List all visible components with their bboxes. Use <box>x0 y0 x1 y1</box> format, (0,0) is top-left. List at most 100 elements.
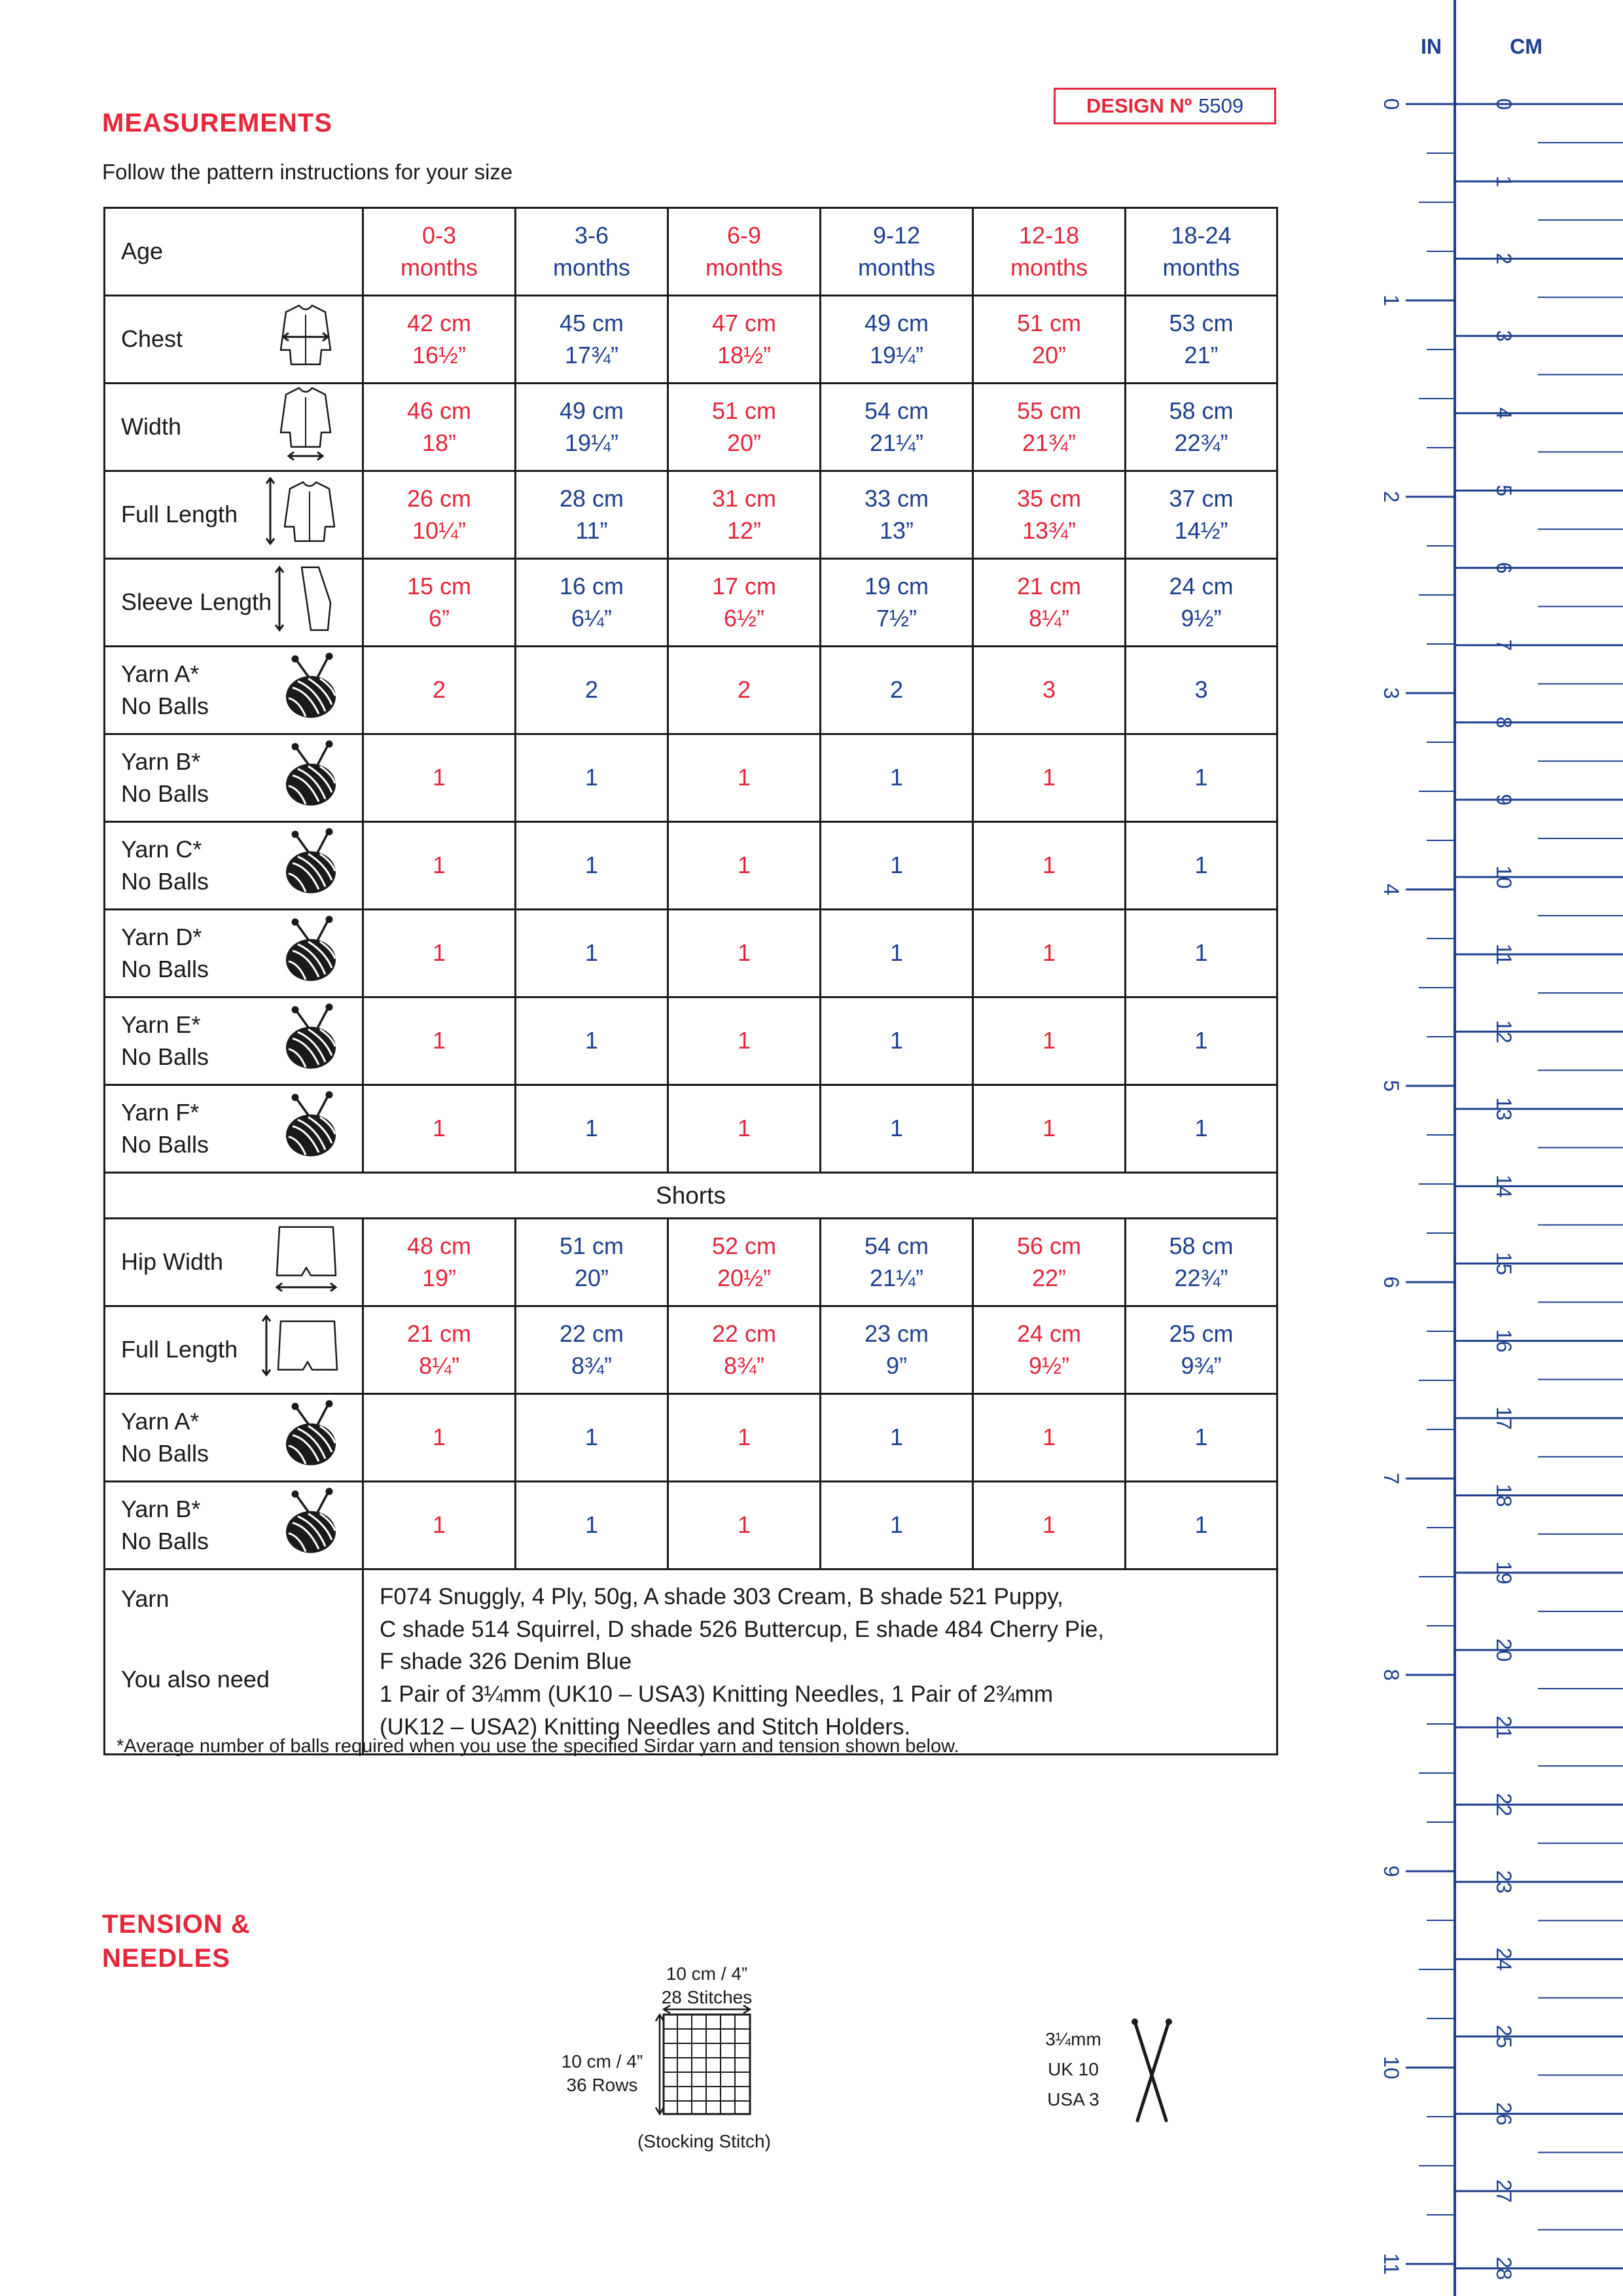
value-line: 20” <box>1031 341 1067 368</box>
row-label: Hip Width <box>103 1217 364 1307</box>
value-line: 51 cm <box>711 397 777 424</box>
value-line: 1 <box>432 852 446 879</box>
size-header: 6-9 months <box>667 207 821 296</box>
value-line: 1 <box>1194 939 1208 967</box>
value-line: 21 cm <box>1016 572 1082 600</box>
value-cell: 21 cm 8¼” <box>362 1305 516 1395</box>
value-cell: 1 <box>819 1393 974 1482</box>
value-line: 1 <box>1042 1424 1056 1451</box>
value-cell: 22 cm 8¾” <box>667 1305 821 1395</box>
value-cell: 1 <box>819 1084 974 1174</box>
value-cell: 58 cm 22¾” <box>1124 382 1278 472</box>
value-line: 1 <box>889 939 904 967</box>
value-line: 1 <box>889 1424 904 1451</box>
value-line: 22¾” <box>1174 429 1228 456</box>
value-line: 1 <box>584 1511 599 1539</box>
value-line: 22” <box>1031 1264 1067 1291</box>
knitting-needles-icon <box>1132 2018 1172 2123</box>
value-line: 1 <box>737 1027 751 1054</box>
ruler-tick-label: 7 <box>1380 1473 1403 1484</box>
value-cell: 24 cm 9½” <box>972 1305 1126 1395</box>
value-cell: 53 cm 21” <box>1124 295 1278 384</box>
row-label-line: Full Length <box>121 501 238 528</box>
row-label: Yarn B* No Balls <box>103 1480 364 1570</box>
design-label: DESIGN Nº <box>1086 94 1192 117</box>
value-line: 6” <box>428 604 450 632</box>
value-line: 2 <box>737 676 751 704</box>
table-row: Hip Width 48 cm 19” 51 cm 20” 52 cm 20½” 54 cm 2… <box>103 1217 1278 1307</box>
value-cell: 49 cm 19¼” <box>514 382 669 472</box>
value-line: 11” <box>575 516 608 544</box>
shorts-length-icon <box>257 1312 342 1388</box>
size-range: 18-24 <box>1171 221 1232 249</box>
ruler-tick-label: 8 <box>1492 717 1516 728</box>
size-header: 12-18 months <box>972 207 1126 296</box>
ruler-tick-label: 25 <box>1492 2025 1516 2049</box>
value-line: 20” <box>574 1264 609 1291</box>
table-row: Yarn You also need F074 Snuggly, 4 Ply, 50… <box>103 1568 1278 1756</box>
value-cell: 1 <box>514 1084 669 1174</box>
stitch-type-label: (Stocking Stitch) <box>637 2131 771 2151</box>
value-cell: 1 <box>819 996 974 1086</box>
value-line: 48 cm <box>406 1232 472 1259</box>
also-need-label: You also need <box>121 1665 270 1693</box>
design-number: 5509 <box>1198 94 1244 117</box>
value-line: 1 <box>737 852 751 879</box>
value-cell: 19 cm 7½” <box>819 558 974 647</box>
row-label-line: No Balls <box>121 1439 209 1467</box>
value-line: 8¼” <box>1028 604 1070 632</box>
row-label-line: No Balls <box>121 1043 209 1070</box>
value-line: 1 <box>432 1115 446 1142</box>
sleeve-length-icon <box>270 562 342 643</box>
value-cell: 1 <box>972 996 1126 1086</box>
value-line: 1 <box>1042 1115 1056 1142</box>
value-cell: 1 <box>1124 1393 1278 1482</box>
value-cell: 33 cm 13” <box>819 470 974 560</box>
size-range: 0-3 <box>421 221 457 249</box>
value-cell: 1 <box>972 733 1126 823</box>
value-line: 1 <box>432 1424 446 1451</box>
tension-grid-icon <box>654 2004 752 2116</box>
ruler-tick-label: 1 <box>1492 175 1516 187</box>
value-cell: 49 cm 19¼” <box>819 295 974 384</box>
value-line: 21¼” <box>869 1264 924 1291</box>
value-cell: 1 <box>972 821 1126 910</box>
value-line: 2 <box>432 676 446 704</box>
ruler-tick-label: 22 <box>1492 1793 1516 1816</box>
table-row: Chest 42 cm 16½” 45 cm 17¾” 47 cm 18½” 49 cm 19¼… <box>103 295 1278 384</box>
value-cell: 1 <box>667 1393 821 1482</box>
value-line: 21 cm <box>406 1319 472 1347</box>
value-cell: 1 <box>972 1480 1126 1570</box>
value-line: 25 cm <box>1169 1319 1234 1347</box>
row-label-line: Yarn B* <box>121 747 201 775</box>
value-cell: 45 cm 17¾” <box>514 295 669 384</box>
value-cell: 23 cm 9” <box>819 1305 974 1395</box>
value-line: 1 <box>1042 852 1056 879</box>
ruler-tick-label: 10 <box>1492 865 1516 889</box>
size-unit: months <box>705 253 783 281</box>
yarn-ball-icon <box>279 740 342 816</box>
row-label: Full Length <box>103 1305 364 1395</box>
row-label: Yarn D* No Balls <box>103 908 364 998</box>
value-cell: 51 cm 20” <box>514 1217 669 1307</box>
value-cell: 15 cm 6” <box>362 558 516 647</box>
value-line: 1 <box>737 1511 751 1539</box>
value-line: 9½” <box>1181 604 1222 632</box>
value-line: 3 <box>1042 676 1056 704</box>
yarn-description: F074 Snuggly, 4 Ply, 50g, A shade 303 Cr… <box>362 1568 1278 1756</box>
value-line: 8¼” <box>418 1352 460 1379</box>
value-cell: 21 cm 8¼” <box>972 558 1126 647</box>
value-line: 26 cm <box>406 484 472 512</box>
tension-height-label: 10 cm / 4” <box>561 2051 643 2072</box>
cardigan-length-icon <box>261 473 342 557</box>
value-cell: 3 <box>1124 645 1278 735</box>
value-line: 15 cm <box>406 572 472 600</box>
value-cell: 1 <box>514 733 669 823</box>
value-cell: 24 cm 9½” <box>1124 558 1278 647</box>
value-line: 1 <box>737 1424 751 1451</box>
row-label-line: No Balls <box>121 692 209 719</box>
value-line: 3 <box>1194 676 1208 704</box>
value-line: 33 cm <box>864 484 929 512</box>
value-line: 13¾” <box>1022 516 1077 544</box>
value-line: 16 cm <box>559 572 624 600</box>
